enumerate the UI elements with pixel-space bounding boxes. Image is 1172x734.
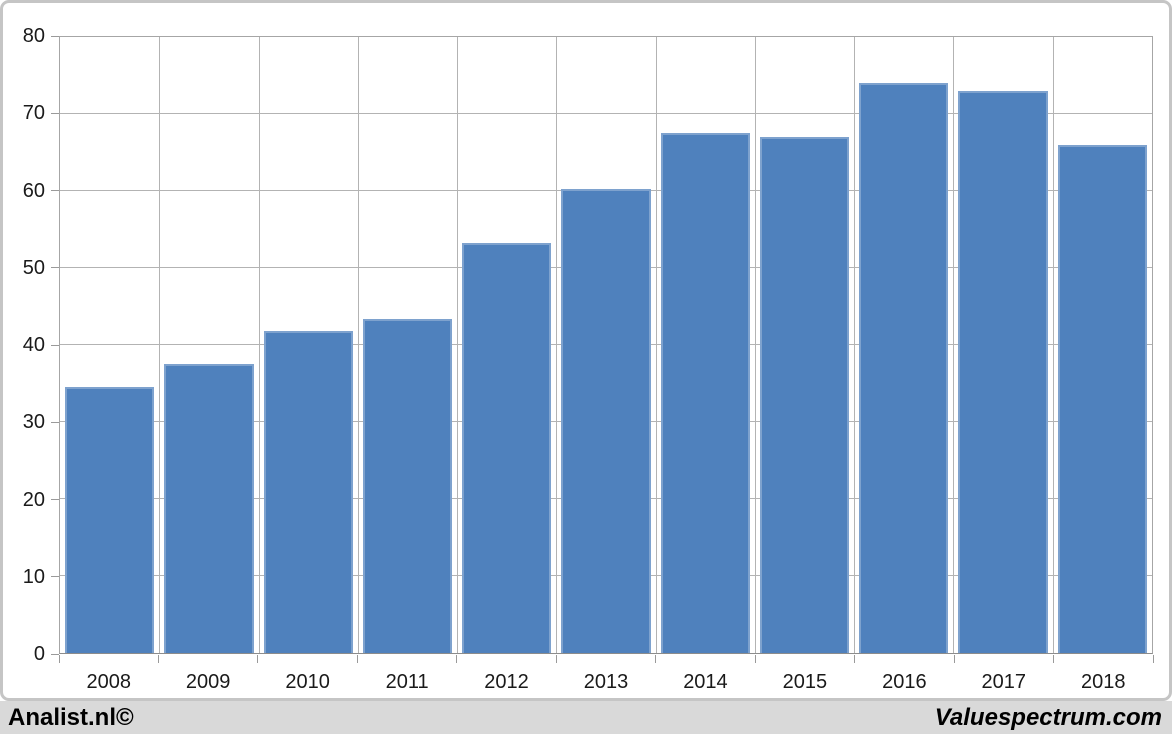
y-tick-label: 50 — [22, 256, 45, 279]
bar-2014 — [660, 133, 750, 653]
y-axis: 0 10 20 30 40 50 60 70 80 — [3, 25, 59, 665]
y-tick-mark — [51, 267, 59, 269]
footer-right-brand: Valuespectrum.com — [934, 703, 1162, 731]
y-tick-mark — [51, 653, 59, 655]
x-tick-mark — [58, 655, 60, 663]
y-tick-mark — [51, 499, 59, 500]
vertical-gridline — [854, 37, 856, 653]
bar-2012 — [462, 243, 552, 653]
vertical-gridline — [556, 37, 558, 653]
x-tick-label: 2008 — [86, 671, 131, 693]
horizontal-gridline — [60, 113, 1152, 114]
vertical-gridline — [159, 37, 161, 653]
x-tick-mark — [257, 655, 259, 663]
y-tick-mark — [51, 576, 59, 578]
x-tick-mark — [754, 655, 756, 663]
x-tick-mark — [157, 655, 159, 663]
vertical-gridline — [258, 37, 260, 653]
x-axis: 2008 2009 2010 2011 2012 2013 2014 2015 2016 2017… — [58, 655, 1154, 703]
bar-2016 — [859, 83, 949, 653]
y-tick-mark — [51, 421, 59, 423]
bar-2017 — [958, 90, 1048, 653]
x-tick-label: 2011 — [385, 671, 429, 693]
x-tick-mark — [655, 655, 657, 663]
x-tick-label: 2017 — [981, 671, 1027, 693]
bar-2018 — [1057, 144, 1148, 653]
y-tick-label: 60 — [22, 179, 45, 202]
vertical-gridline — [953, 37, 955, 653]
y-tick-mark — [51, 112, 59, 114]
x-tick-mark — [953, 655, 955, 663]
vertical-gridline — [1052, 37, 1054, 653]
y-tick-mark — [51, 344, 59, 346]
x-tick-label: 2014 — [683, 671, 728, 693]
x-tick-mark — [854, 655, 856, 663]
vertical-gridline — [357, 37, 359, 653]
y-tick-label: 10 — [22, 565, 45, 588]
bar-2009 — [164, 364, 254, 653]
bar-2013 — [561, 188, 651, 653]
vertical-gridline — [655, 37, 657, 653]
y-tick-mark — [51, 35, 59, 37]
bar-2010 — [263, 331, 353, 653]
x-tick-mark — [1152, 655, 1154, 663]
x-tick-label: 2009 — [185, 671, 231, 693]
x-tick-label: 2018 — [1081, 671, 1126, 693]
x-tick-label: 2016 — [882, 671, 927, 693]
x-tick-label: 2015 — [782, 671, 828, 693]
bar-2015 — [759, 137, 850, 653]
footer: Analist.nl© Valuespectrum.com — [0, 701, 1172, 734]
x-tick-mark — [1053, 655, 1055, 663]
x-tick-label: 2010 — [285, 671, 330, 693]
y-tick-label: 20 — [22, 488, 45, 511]
bar-2008 — [64, 387, 155, 653]
plot-area — [59, 36, 1153, 654]
x-tick-mark — [555, 655, 557, 663]
vertical-gridline — [754, 37, 756, 653]
y-tick-label: 70 — [22, 102, 45, 125]
footer-left-brand: Analist.nl© — [8, 703, 134, 731]
x-tick-label: 2012 — [484, 671, 529, 693]
x-tick-label: 2013 — [583, 671, 629, 693]
y-tick-label: 80 — [22, 25, 45, 47]
vertical-gridline — [457, 37, 459, 653]
x-tick-mark — [456, 655, 458, 663]
y-tick-label: 40 — [22, 334, 45, 356]
chart-panel: 0 10 20 30 40 50 60 70 80 2008 2009 2010 2011 2012 20… — [0, 0, 1172, 701]
y-tick-label: 0 — [33, 643, 45, 665]
y-tick-mark — [51, 190, 59, 191]
bar-2011 — [362, 318, 453, 653]
x-tick-mark — [356, 655, 358, 663]
y-tick-label: 30 — [22, 411, 45, 434]
